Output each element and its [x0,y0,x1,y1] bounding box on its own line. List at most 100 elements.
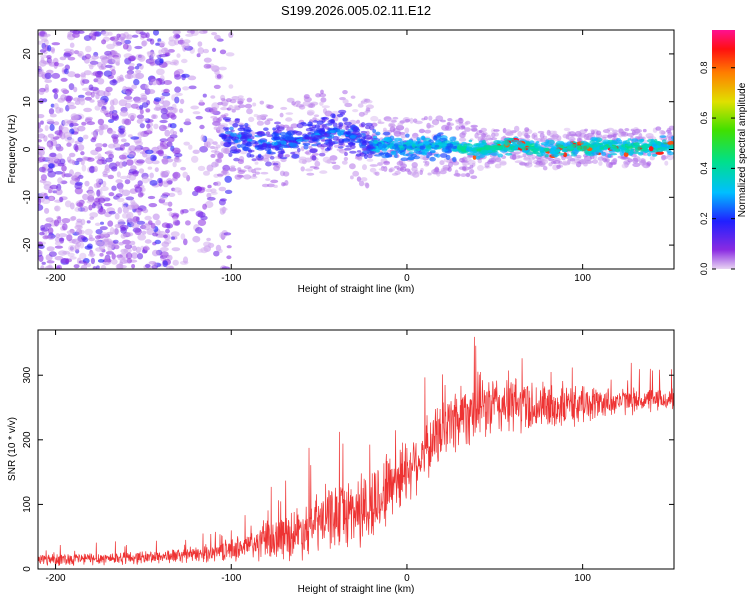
spectral-blob [84,180,90,187]
spectral-blob [215,181,221,187]
spectral-blob [519,143,526,147]
spectral-blob [218,199,226,206]
spectral-blob [94,105,101,111]
spectral-blob [80,72,86,78]
spectral-blob [40,120,44,125]
spectral-blob [246,97,253,103]
spectral-blob [90,91,95,98]
spectral-blob [153,30,159,36]
spectral-blob [326,146,332,151]
spectral-blob [300,166,305,172]
spectral-blob [44,124,49,132]
spectral-blob [202,203,208,210]
spectral-blob [389,142,394,146]
spectral-blob [74,224,83,230]
spectral-blob [237,100,244,105]
spectral-blob [172,171,181,179]
spectral-blob [40,174,48,181]
spectral-blob [609,140,618,145]
spectral-blob [67,252,75,257]
spectral-blob [49,113,57,118]
spectral-blob [484,146,491,150]
spectral-blob [131,264,136,269]
spectral-blob [216,173,224,177]
spectral-blob [256,120,264,126]
spectral-blob [519,162,528,166]
colorbar-tick-label: 0.0 [699,263,709,276]
spectral-blob [135,209,142,214]
spectral-blob [211,47,217,53]
spectral-blob [117,133,126,138]
spectral-blob [546,129,551,136]
spectral-blob [167,180,173,185]
spectral-blob [229,126,234,131]
spectral-blob [214,34,221,41]
spectral-blob [413,155,421,160]
spectral-blob [45,217,54,223]
spectral-blob [619,150,624,156]
spectral-blob [47,227,54,235]
spectral-blob [400,157,409,161]
spectral-blob [233,104,240,111]
spectral-blob [118,187,124,193]
x-tick-label: 0 [404,273,410,284]
spectral-blob [144,215,152,221]
spectral-blob [123,142,130,147]
spectral-blob [94,128,100,133]
spectral-blob [540,151,546,156]
spectral-blob [282,182,287,186]
spectral-blob [320,117,328,120]
spectral-blob [304,168,314,172]
spectral-blob [86,200,96,204]
spectral-blob [38,127,44,133]
spectral-blob [38,88,45,95]
spectral-blob [223,232,232,236]
spectral-blob [108,241,116,249]
spectral-blob [408,151,414,155]
spectral-blob [511,154,517,161]
spectral-blob [669,144,674,148]
spectral-blob [373,171,378,175]
spectral-blob [158,53,168,58]
spectral-blob [68,83,75,91]
spectral-blob [648,146,654,152]
spectral-blob [214,162,219,167]
spectral-blob [576,154,582,159]
spectral-blob [131,252,139,259]
spectral-blob [164,49,170,54]
spectral-blob [141,187,146,192]
spectral-blob [67,137,75,144]
spectral-blob [472,151,480,157]
spectral-blob [625,149,629,154]
spectral-blob [338,146,344,149]
spectrogram-ylabel: Frequency (Hz) [7,115,18,184]
spectral-blob [542,166,548,171]
spectral-blob [460,173,467,178]
spectral-blob [66,258,72,263]
spectral-blob [58,233,68,238]
spectral-blob [54,241,62,246]
spectral-blob [370,115,379,122]
spectral-blob [378,143,384,147]
spectral-blob [126,232,134,237]
spectral-blob [72,32,80,38]
spectral-blob [84,53,92,60]
spectral-blob [77,50,84,58]
spectral-blob [128,145,137,152]
spectral-blob [357,103,364,108]
spectral-blob [56,264,62,269]
spectral-blob [589,140,595,144]
spectral-blob [433,120,439,126]
spectral-blob [136,220,146,225]
spectral-blob [324,160,332,164]
spectral-blob [405,133,410,138]
spectral-blob [63,48,72,52]
spectral-blob [77,125,86,132]
spectral-blob [591,149,596,153]
spectral-blob [314,124,321,129]
spectral-blob [76,202,83,207]
spectral-blob [120,233,127,239]
spectral-blob [187,75,197,81]
spectral-blob [640,148,648,152]
spectral-blob [139,31,146,35]
